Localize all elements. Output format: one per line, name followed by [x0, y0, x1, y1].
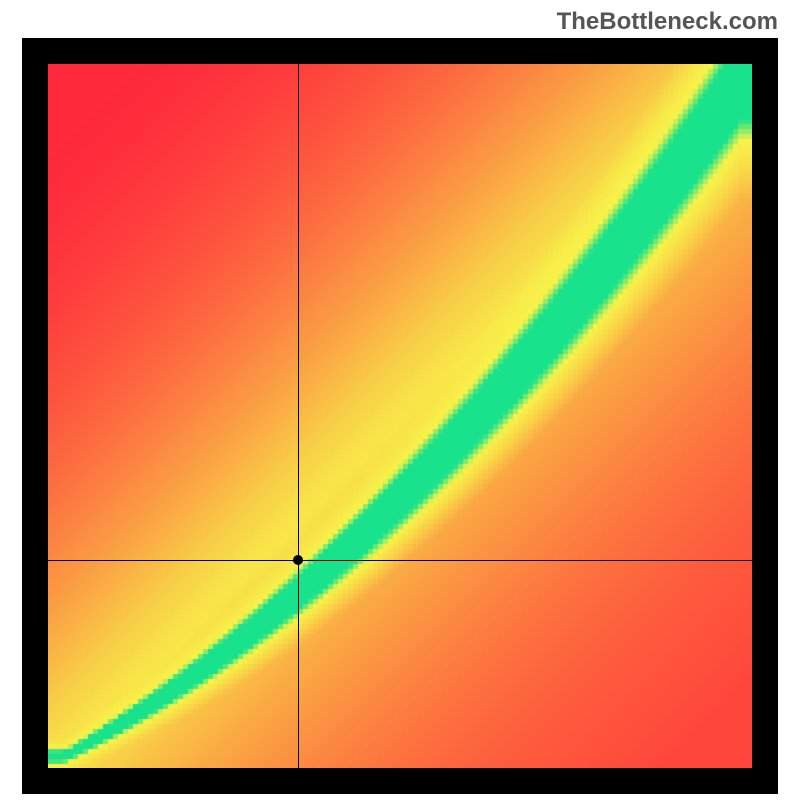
watermark-text: TheBottleneck.com	[557, 8, 778, 36]
heatmap-plot-area	[48, 64, 752, 768]
heatmap-canvas	[48, 64, 752, 768]
crosshair-horizontal	[48, 560, 752, 561]
plot-outer-frame	[22, 38, 778, 794]
crosshair-vertical	[298, 64, 299, 768]
bottleneck-marker-dot	[293, 555, 303, 565]
